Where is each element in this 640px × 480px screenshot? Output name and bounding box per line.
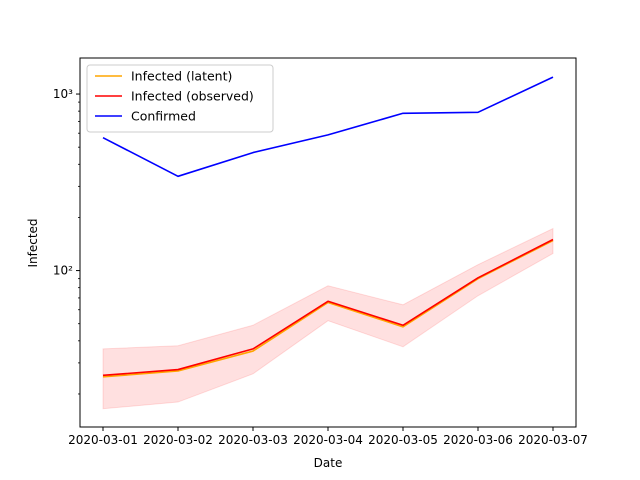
x-tick-label: 2020-03-01 [68, 433, 138, 447]
y-axis-label: Infected [26, 218, 40, 267]
legend-label-2: Confirmed [131, 109, 196, 124]
legend-label-1: Infected (observed) [131, 89, 254, 104]
x-tick-label: 2020-03-05 [368, 433, 438, 447]
legend-box [86, 64, 274, 133]
y-tick-label: 10² [53, 264, 73, 278]
series-line-1 [102, 238, 554, 377]
confidence-band [102, 227, 554, 410]
x-tick-label: 2020-03-02 [143, 433, 213, 447]
x-axis: 2020-03-01 2020-03-02 2020-03-03 2020-03-04… [68, 427, 588, 447]
x-tick-label: 2020-03-03 [218, 433, 288, 447]
series-line-2 [102, 76, 554, 178]
confidence-band-layer [102, 227, 554, 410]
y-axis: 10² 10³ [53, 87, 80, 395]
x-tick-label: 2020-03-04 [293, 433, 363, 447]
legend: Infected (latent) Infected (observed) Conf… [86, 64, 274, 133]
series-layer [102, 76, 554, 378]
y-tick-label: 10³ [53, 87, 73, 101]
x-tick-label: 2020-03-06 [443, 433, 513, 447]
legend-label-0: Infected (latent) [131, 69, 232, 84]
x-tick-label: 2020-03-07 [518, 433, 588, 447]
x-axis-label: Date [314, 456, 343, 470]
